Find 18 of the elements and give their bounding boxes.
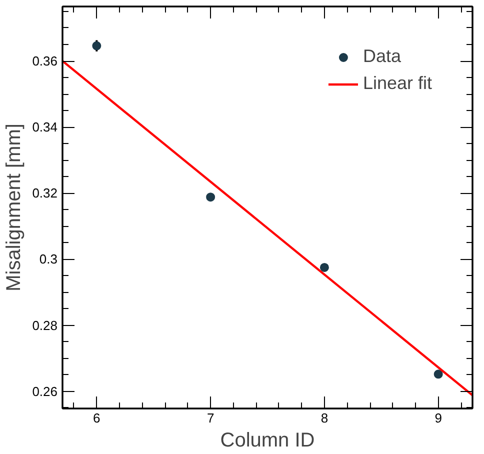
y-tick-label: 0.34 [32, 120, 58, 135]
y-tick-label: 0.32 [32, 186, 58, 201]
y-tick-label: 0.3 [39, 252, 58, 267]
x-tick-label: 9 [434, 410, 442, 426]
legend-label: Data [362, 46, 401, 67]
legend-label: Linear fit [362, 73, 432, 94]
x-axis-title: Column ID [220, 430, 315, 452]
x-tick-label: 6 [93, 410, 100, 426]
y-tick-label: 0.26 [32, 384, 58, 399]
point [206, 192, 216, 202]
point [320, 262, 329, 272]
x-tick-label: 8 [320, 410, 328, 426]
y-tick-label: 0.36 [32, 54, 58, 69]
point [92, 41, 102, 50]
y-axis-title: Misalignment [mm] [3, 124, 26, 292]
x-tick-label: 7 [206, 410, 214, 426]
y-tick-label: 0.28 [32, 318, 58, 333]
point [434, 370, 443, 379]
